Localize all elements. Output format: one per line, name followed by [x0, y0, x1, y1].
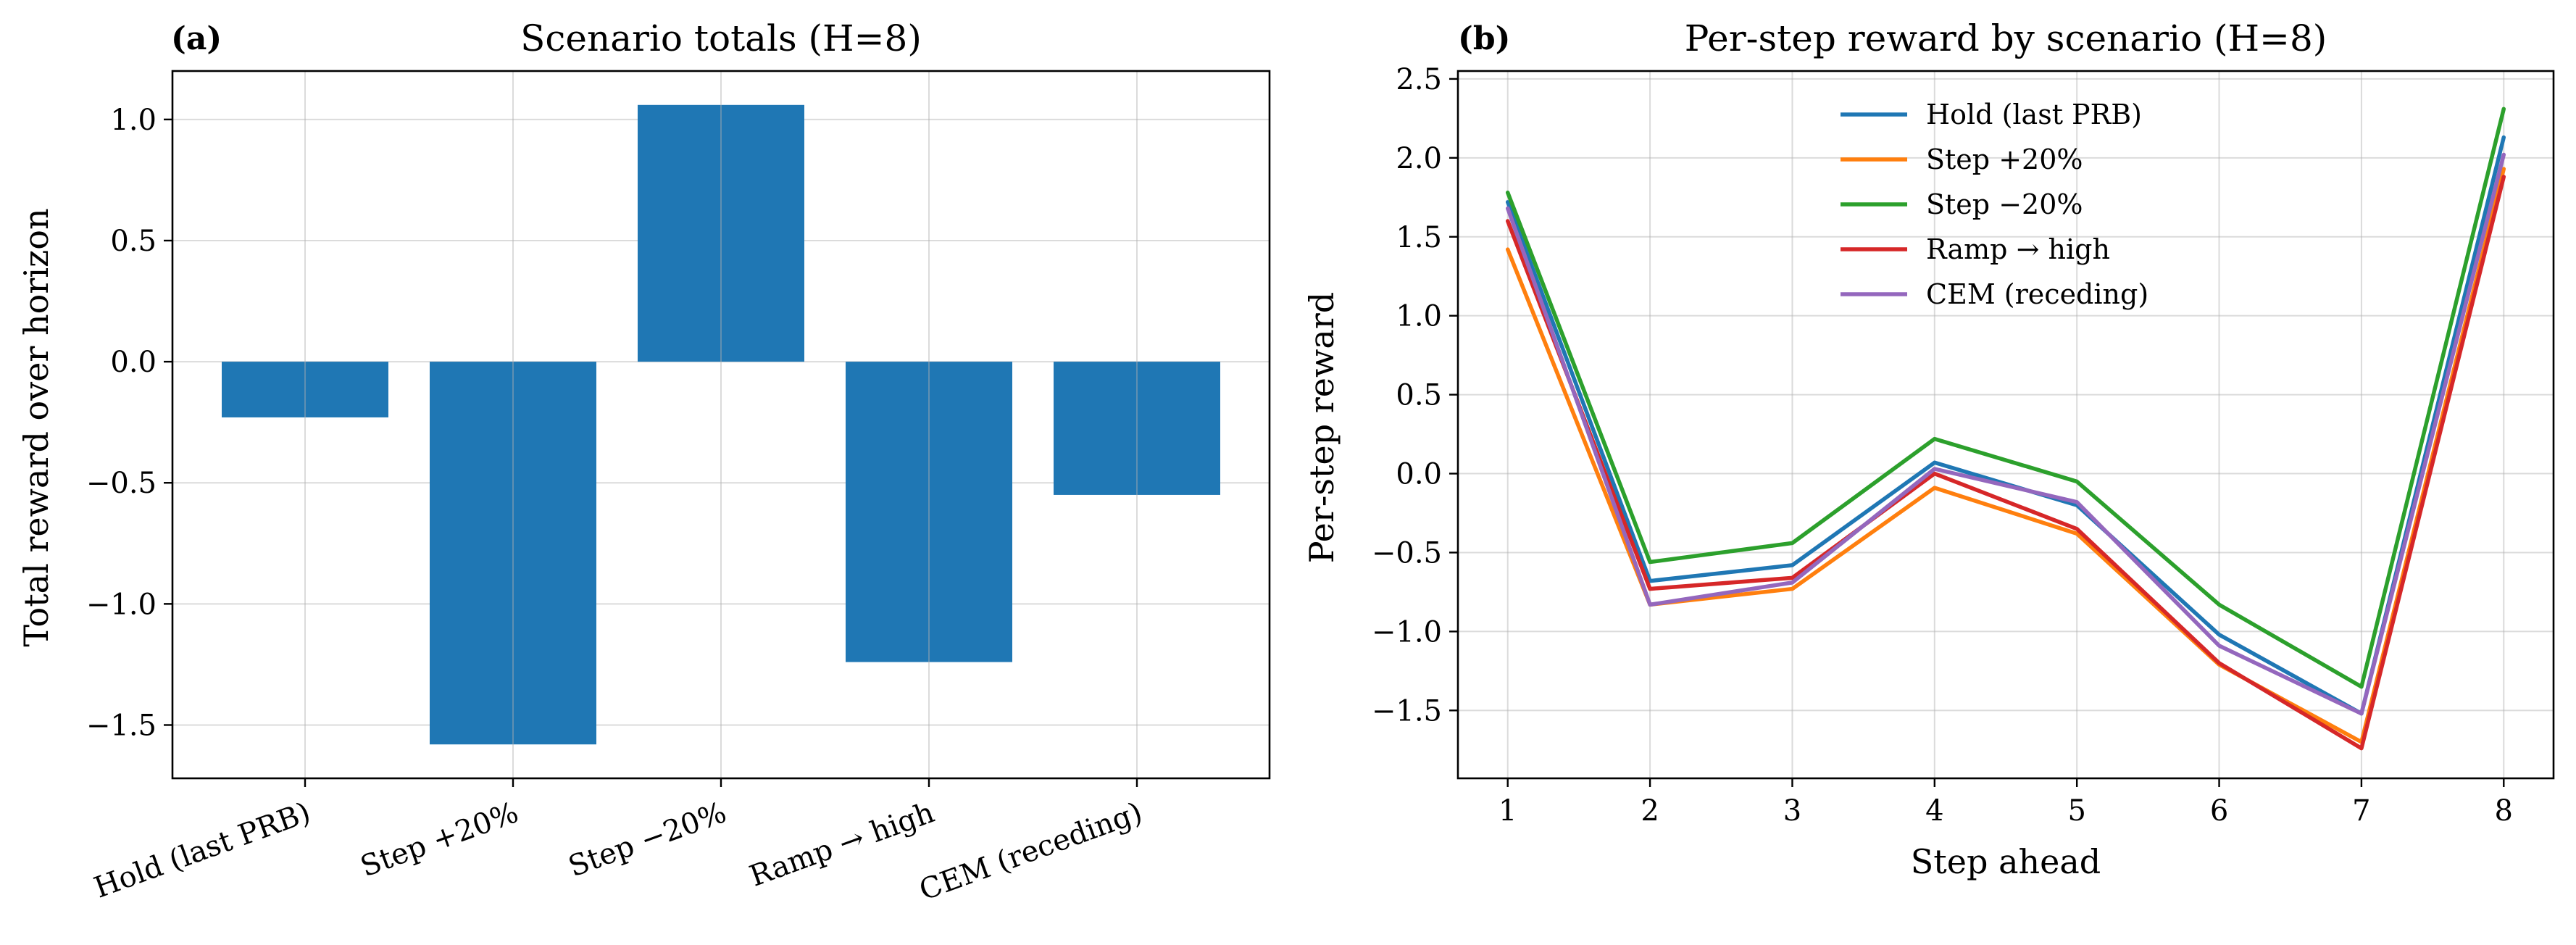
legend-label-3: Step −20%: [1926, 188, 2083, 220]
panel-b-label: (b): [1458, 20, 1510, 57]
x-tick-label: 5: [2067, 794, 2085, 828]
panel-a-ylabel: Total reward over horizon: [17, 208, 56, 646]
panel-a-bars: [222, 104, 1220, 745]
series-line-4: [1505, 175, 2506, 751]
y-tick-label: 2.5: [1396, 63, 1442, 96]
x-tick-label: 2: [1641, 794, 1659, 828]
panel-a-title: Scenario totals (H=8): [520, 17, 922, 59]
x-tick-label: 1: [1499, 794, 1517, 828]
panel-a-label: (a): [171, 20, 222, 57]
panel-a: (a) Scenario totals (H=8) Total reward o…: [17, 17, 1271, 907]
panel-b-title: Per-step reward by scenario (H=8): [1685, 17, 2327, 59]
panel-b-frame: [1456, 70, 2555, 780]
y-tick-label: 1.5: [1396, 221, 1442, 254]
y-tick-label: −1.0: [1372, 615, 1442, 649]
panel-b-ticks: −1.5 −1.0 −0.5 0.0 0.5 1.0 1.5 2.0 2.5 1 2 3 4 5 6 7 8: [1372, 63, 2513, 828]
bar-1: [222, 362, 388, 417]
panel-b-ylabel: Per-step reward: [1302, 292, 1341, 563]
panel-b-xlabel: Step ahead: [1911, 842, 2101, 881]
series-line-3: [1505, 107, 2506, 689]
legend-label-1: Hold (last PRB): [1926, 99, 2142, 130]
y-tick-label: 1.0: [1396, 300, 1442, 333]
x-tick-label: 4: [1925, 794, 1943, 828]
panel-b-grid: [1458, 71, 2554, 778]
y-tick-label: 1.0: [110, 104, 157, 137]
legend-label-4: Ramp → high: [1926, 233, 2110, 265]
y-tick-label: −0.5: [86, 467, 157, 500]
legend-label-2: Step +20%: [1926, 143, 2083, 175]
bar-3: [638, 104, 804, 362]
panel-b-legend: Hold (last PRB) Step +20% Step −20% Ramp → …: [1841, 99, 2148, 310]
y-tick-label: −1.0: [86, 588, 157, 621]
x-tick-label: 8: [2495, 794, 2513, 828]
series-line-1: [1505, 135, 2506, 716]
legend-label-5: CEM (receding): [1926, 278, 2148, 310]
y-tick-label: −1.5: [86, 709, 157, 742]
y-tick-label: 2.0: [1396, 142, 1442, 175]
panel-b-lines: [1505, 107, 2506, 751]
y-tick-label: −0.5: [1372, 536, 1442, 570]
bar-4: [846, 362, 1012, 662]
x-tick-label: 7: [2352, 794, 2370, 828]
x-tick-label: Step +20%: [357, 796, 523, 883]
x-tick-label: 3: [1783, 794, 1801, 828]
y-tick-label: 0.0: [110, 346, 157, 379]
x-tick-label: Ramp → high: [746, 796, 939, 894]
y-tick-label: 0.0: [1396, 458, 1442, 491]
panel-a-grid-overlay: [304, 71, 1138, 778]
y-tick-label: 0.5: [1396, 379, 1442, 412]
x-tick-label: Step −20%: [564, 796, 731, 883]
panel-b: (b) Per-step reward by scenario (H=8) Pe…: [1302, 17, 2555, 881]
panel-a-frame: [171, 70, 1271, 780]
bar-2: [430, 362, 596, 745]
y-tick-label: −1.5: [1372, 694, 1442, 728]
bar-5: [1054, 362, 1220, 495]
x-tick-label: Hold (last PRB): [90, 796, 314, 905]
x-tick-label: 6: [2210, 794, 2228, 828]
y-tick-label: 0.5: [110, 225, 157, 258]
series-line-5: [1505, 152, 2506, 716]
x-tick-label: CEM (receding): [915, 796, 1147, 907]
